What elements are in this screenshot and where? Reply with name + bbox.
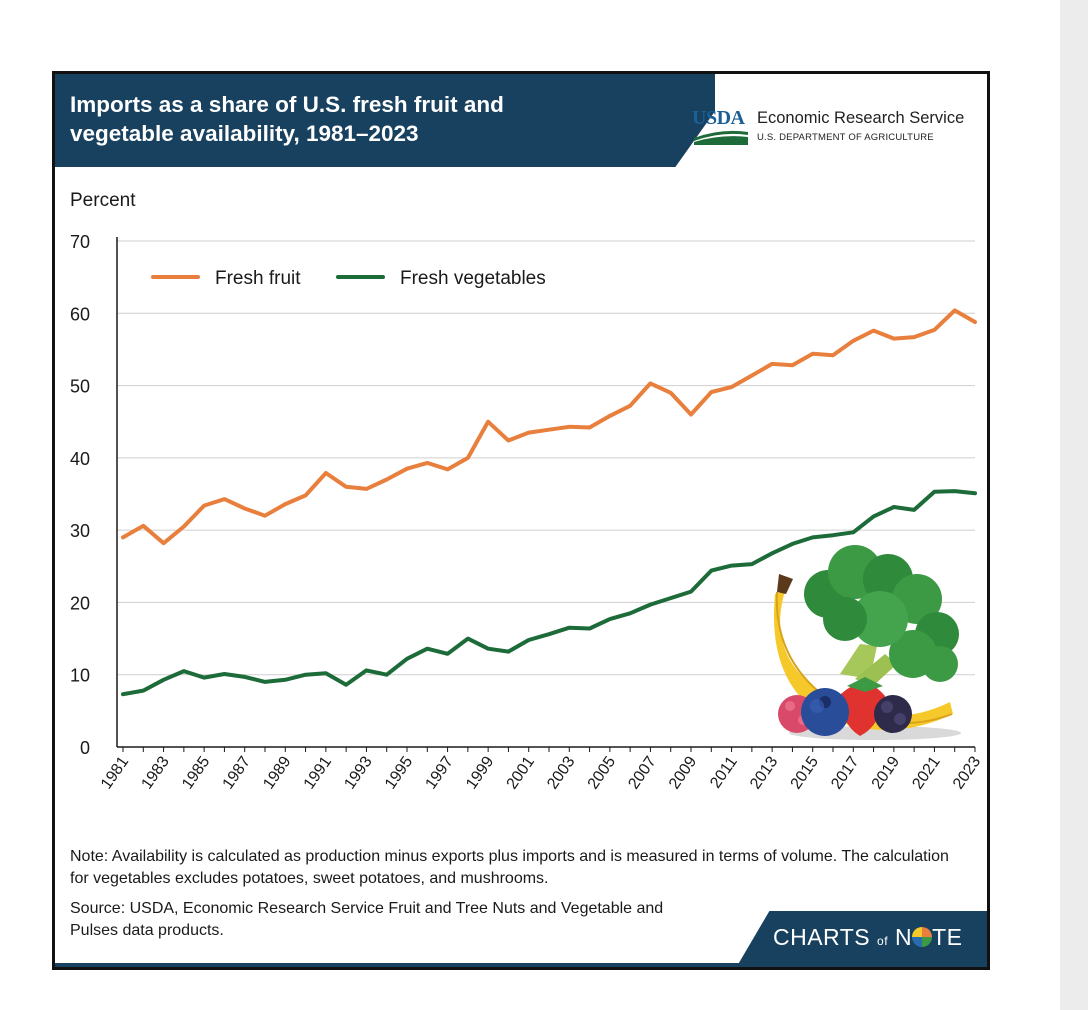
blackberry-icon <box>874 695 912 733</box>
x-tick-label: 2003 <box>544 753 578 792</box>
y-tick-label: 20 <box>70 593 90 613</box>
side-panel <box>1060 0 1088 1010</box>
x-tick-label: 1983 <box>139 753 173 792</box>
footer-stripe <box>55 963 987 967</box>
brand-part-2: of <box>877 934 889 948</box>
brand-part-3: N <box>894 924 913 950</box>
x-tick-label: 2021 <box>909 753 943 792</box>
chart-title: Imports as a share of U.S. fresh fruit a… <box>70 90 670 148</box>
produce-illustration <box>773 545 961 740</box>
y-axis-label: Percent <box>70 190 136 211</box>
x-tick-label: 2013 <box>747 753 781 792</box>
x-tick-label: 1991 <box>301 753 335 792</box>
line-chart: 0 10 20 30 40 50 60 70 1981 1983 1985 1987 1989 1991… <box>70 190 984 792</box>
usda-wordmark: USDA <box>692 107 745 129</box>
strawberry-icon <box>840 677 885 736</box>
broccoli-icon <box>804 545 959 686</box>
y-tick-label: 40 <box>70 449 90 469</box>
y-tick-label: 0 <box>80 738 90 758</box>
brand-part-1: CHARTS <box>773 924 871 950</box>
x-tick-label: 1985 <box>179 753 213 792</box>
usda-logo: USDA Economic Research Service U.S. DEPA… <box>692 107 987 151</box>
pie-o-icon <box>912 927 933 947</box>
x-tick-label: 1997 <box>423 753 457 792</box>
header-band: Imports as a share of U.S. fresh fruit a… <box>55 74 715 167</box>
x-tick-label: 1999 <box>463 753 497 792</box>
chart-note: Note: Availability is calculated as prod… <box>70 848 949 887</box>
department-name: U.S. DEPARTMENT OF AGRICULTURE <box>757 132 934 143</box>
series-line-fresh-vegetables <box>121 489 977 697</box>
x-tick-label: 1989 <box>260 753 294 792</box>
footer-band <box>733 911 987 967</box>
x-tick-label: 2007 <box>625 753 659 792</box>
chart-source: Source: USDA, Economic Research Service … <box>70 900 664 939</box>
x-tick-label: 1987 <box>220 753 254 792</box>
x-tick-label: 2011 <box>707 753 741 791</box>
legend-label: Fresh vegetables <box>400 268 546 289</box>
x-tick-label: 1981 <box>98 753 132 792</box>
usda-field-icon <box>694 130 748 145</box>
x-tick-label: 2001 <box>504 753 538 792</box>
y-tick-label: 70 <box>70 232 90 252</box>
blueberry-icon <box>801 688 849 736</box>
agency-name: Economic Research Service <box>757 109 965 127</box>
title-line-1: Imports as a share of U.S. fresh fruit a… <box>70 92 504 117</box>
x-tick-label: 2005 <box>585 753 619 792</box>
title-line-2: vegetable availability, 1981–2023 <box>70 121 419 146</box>
charts-of-note-logo: CHARTS of N TE <box>773 924 962 951</box>
series-line-fresh-fruit <box>121 308 977 546</box>
y-tick-label: 30 <box>70 521 90 541</box>
y-tick-label: 50 <box>70 377 90 397</box>
y-tick-label: 60 <box>70 304 90 324</box>
x-tick-label: 2009 <box>666 753 700 792</box>
x-tick-label: 2023 <box>950 753 984 792</box>
x-tick-label: 2019 <box>869 753 903 792</box>
brand-part-4: TE <box>932 924 963 950</box>
y-tick-label: 10 <box>70 666 90 686</box>
x-tick-label: 2017 <box>828 753 862 792</box>
chart-card: Imports as a share of U.S. fresh fruit a… <box>52 71 990 970</box>
x-tick-label: 2015 <box>788 753 822 792</box>
x-tick-label: 1995 <box>382 753 416 792</box>
legend-label: Fresh fruit <box>215 268 301 289</box>
x-tick-label: 1993 <box>341 753 375 792</box>
